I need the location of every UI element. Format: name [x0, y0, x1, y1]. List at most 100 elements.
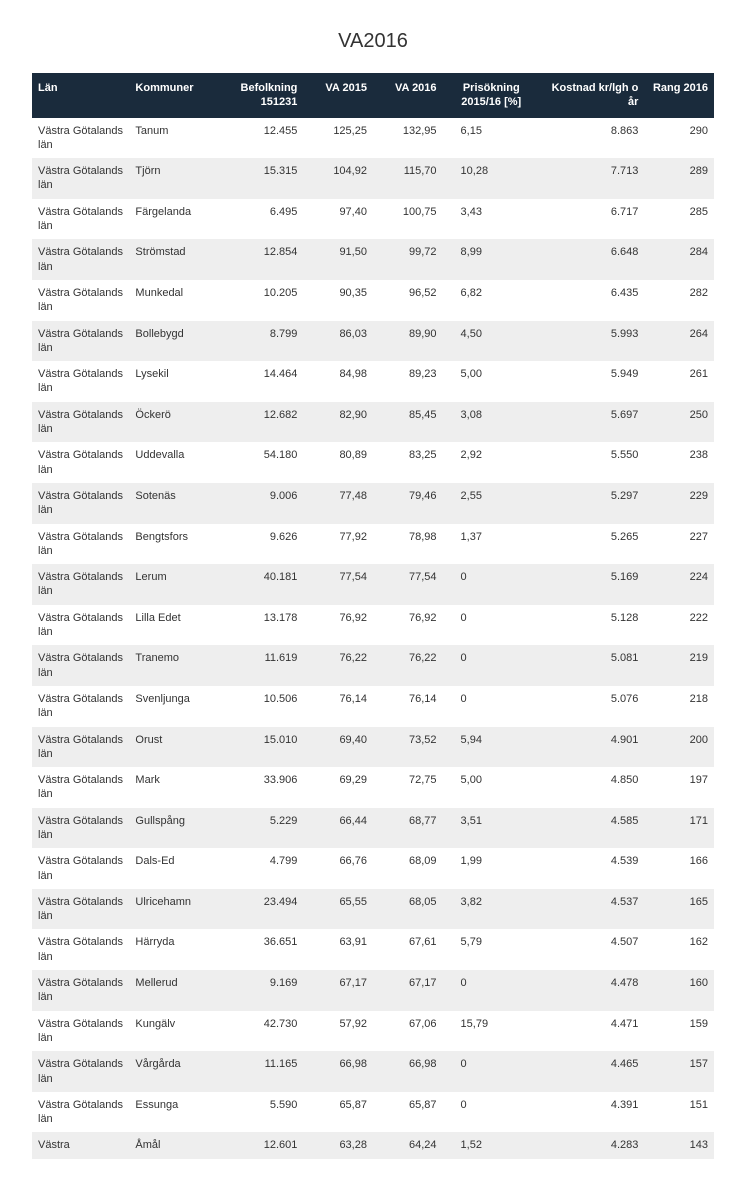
table-row: Västra Götalands länÖckerö12.68282,9085,… — [32, 402, 714, 443]
cell-kost: 5.128 — [540, 605, 644, 646]
cell-pris: 1,37 — [443, 524, 540, 565]
cell-lan: Västra Götalands län — [32, 848, 129, 889]
cell-bef: 10.506 — [220, 686, 304, 727]
table-row: Västra Götalands länVårgårda11.16566,986… — [32, 1051, 714, 1092]
cell-va2015: 84,98 — [303, 361, 373, 402]
cell-kost: 4.465 — [540, 1051, 644, 1092]
cell-kom: Strömstad — [129, 239, 219, 280]
cell-pris: 3,08 — [443, 402, 540, 443]
cell-kost: 4.507 — [540, 929, 644, 970]
cell-va2015: 80,89 — [303, 442, 373, 483]
cell-rang: 171 — [644, 808, 714, 849]
table-row: Västra Götalands länOrust15.01069,4073,5… — [32, 727, 714, 768]
cell-kom: Svenljunga — [129, 686, 219, 727]
cell-rang: 143 — [644, 1132, 714, 1158]
table-body: Västra Götalands länTanum12.455125,25132… — [32, 118, 714, 1159]
cell-pris: 0 — [443, 645, 540, 686]
col-header-va2016: VA 2016 — [373, 73, 443, 118]
cell-va2016: 68,09 — [373, 848, 443, 889]
cell-va2016: 85,45 — [373, 402, 443, 443]
cell-lan: Västra Götalands län — [32, 686, 129, 727]
table-row: Västra Götalands länTjörn15.315104,92115… — [32, 158, 714, 199]
cell-bef: 6.495 — [220, 199, 304, 240]
table-row: Västra Götalands länLysekil14.46484,9889… — [32, 361, 714, 402]
cell-lan: Västra Götalands län — [32, 442, 129, 483]
cell-kom: Uddevalla — [129, 442, 219, 483]
col-header-prisokning: Prisökning 2015/16 [%] — [443, 73, 540, 118]
header-row: Län Kommuner Befolkning 151231 VA 2015 V… — [32, 73, 714, 118]
cell-pris: 2,92 — [443, 442, 540, 483]
cell-va2016: 68,05 — [373, 889, 443, 930]
cell-lan: Västra Götalands län — [32, 1092, 129, 1133]
cell-lan: Västra Götalands län — [32, 199, 129, 240]
table-row: Västra Götalands länTanum12.455125,25132… — [32, 118, 714, 159]
cell-bef: 54.180 — [220, 442, 304, 483]
cell-rang: 165 — [644, 889, 714, 930]
cell-va2016: 78,98 — [373, 524, 443, 565]
cell-lan: Västra Götalands län — [32, 361, 129, 402]
cell-kom: Dals-Ed — [129, 848, 219, 889]
cell-lan: Västra Götalands län — [32, 239, 129, 280]
cell-pris: 0 — [443, 1051, 540, 1092]
cell-pris: 10,28 — [443, 158, 540, 199]
cell-kost: 6.717 — [540, 199, 644, 240]
cell-va2015: 57,92 — [303, 1011, 373, 1052]
cell-va2015: 69,40 — [303, 727, 373, 768]
cell-pris: 5,00 — [443, 767, 540, 808]
cell-kom: Munkedal — [129, 280, 219, 321]
cell-va2016: 67,06 — [373, 1011, 443, 1052]
cell-va2016: 100,75 — [373, 199, 443, 240]
cell-bef: 10.205 — [220, 280, 304, 321]
cell-bef: 15.010 — [220, 727, 304, 768]
cell-kom: Gullspång — [129, 808, 219, 849]
cell-kom: Mark — [129, 767, 219, 808]
cell-kost: 8.863 — [540, 118, 644, 159]
cell-rang: 159 — [644, 1011, 714, 1052]
cell-kom: Lysekil — [129, 361, 219, 402]
cell-va2015: 125,25 — [303, 118, 373, 159]
cell-rang: 157 — [644, 1051, 714, 1092]
table-row: Västra Götalands länUddevalla54.18080,89… — [32, 442, 714, 483]
cell-lan: Västra Götalands län — [32, 118, 129, 159]
cell-kost: 4.537 — [540, 889, 644, 930]
cell-bef: 5.229 — [220, 808, 304, 849]
cell-bef: 33.906 — [220, 767, 304, 808]
cell-rang: 151 — [644, 1092, 714, 1133]
cell-va2016: 96,52 — [373, 280, 443, 321]
cell-kost: 7.713 — [540, 158, 644, 199]
cell-rang: 285 — [644, 199, 714, 240]
cell-va2016: 72,75 — [373, 767, 443, 808]
cell-kom: Mellerud — [129, 970, 219, 1011]
cell-bef: 8.799 — [220, 321, 304, 362]
cell-kom: Tranemo — [129, 645, 219, 686]
cell-kom: Öckerö — [129, 402, 219, 443]
cell-pris: 0 — [443, 564, 540, 605]
cell-kost: 5.993 — [540, 321, 644, 362]
cell-va2016: 89,90 — [373, 321, 443, 362]
cell-kost: 4.539 — [540, 848, 644, 889]
cell-pris: 15,79 — [443, 1011, 540, 1052]
cell-bef: 40.181 — [220, 564, 304, 605]
cell-va2016: 67,17 — [373, 970, 443, 1011]
cell-rang: 264 — [644, 321, 714, 362]
cell-va2016: 64,24 — [373, 1132, 443, 1158]
cell-pris: 3,51 — [443, 808, 540, 849]
cell-lan: Västra Götalands län — [32, 564, 129, 605]
cell-bef: 12.455 — [220, 118, 304, 159]
cell-lan: Västra Götalands län — [32, 524, 129, 565]
table-row: Västra Götalands länUlricehamn23.49465,5… — [32, 889, 714, 930]
cell-pris: 0 — [443, 970, 540, 1011]
cell-bef: 5.590 — [220, 1092, 304, 1133]
cell-va2016: 77,54 — [373, 564, 443, 605]
cell-pris: 0 — [443, 605, 540, 646]
cell-va2016: 66,98 — [373, 1051, 443, 1092]
cell-va2016: 132,95 — [373, 118, 443, 159]
cell-lan: Västra Götalands län — [32, 1011, 129, 1052]
cell-lan: Västra Götalands län — [32, 645, 129, 686]
cell-bef: 9.626 — [220, 524, 304, 565]
cell-bef: 13.178 — [220, 605, 304, 646]
table-row: Västra Götalands länEssunga5.59065,8765,… — [32, 1092, 714, 1133]
cell-va2015: 76,92 — [303, 605, 373, 646]
table-row: Västra Götalands länMark33.90669,2972,75… — [32, 767, 714, 808]
cell-lan: Västra Götalands län — [32, 767, 129, 808]
